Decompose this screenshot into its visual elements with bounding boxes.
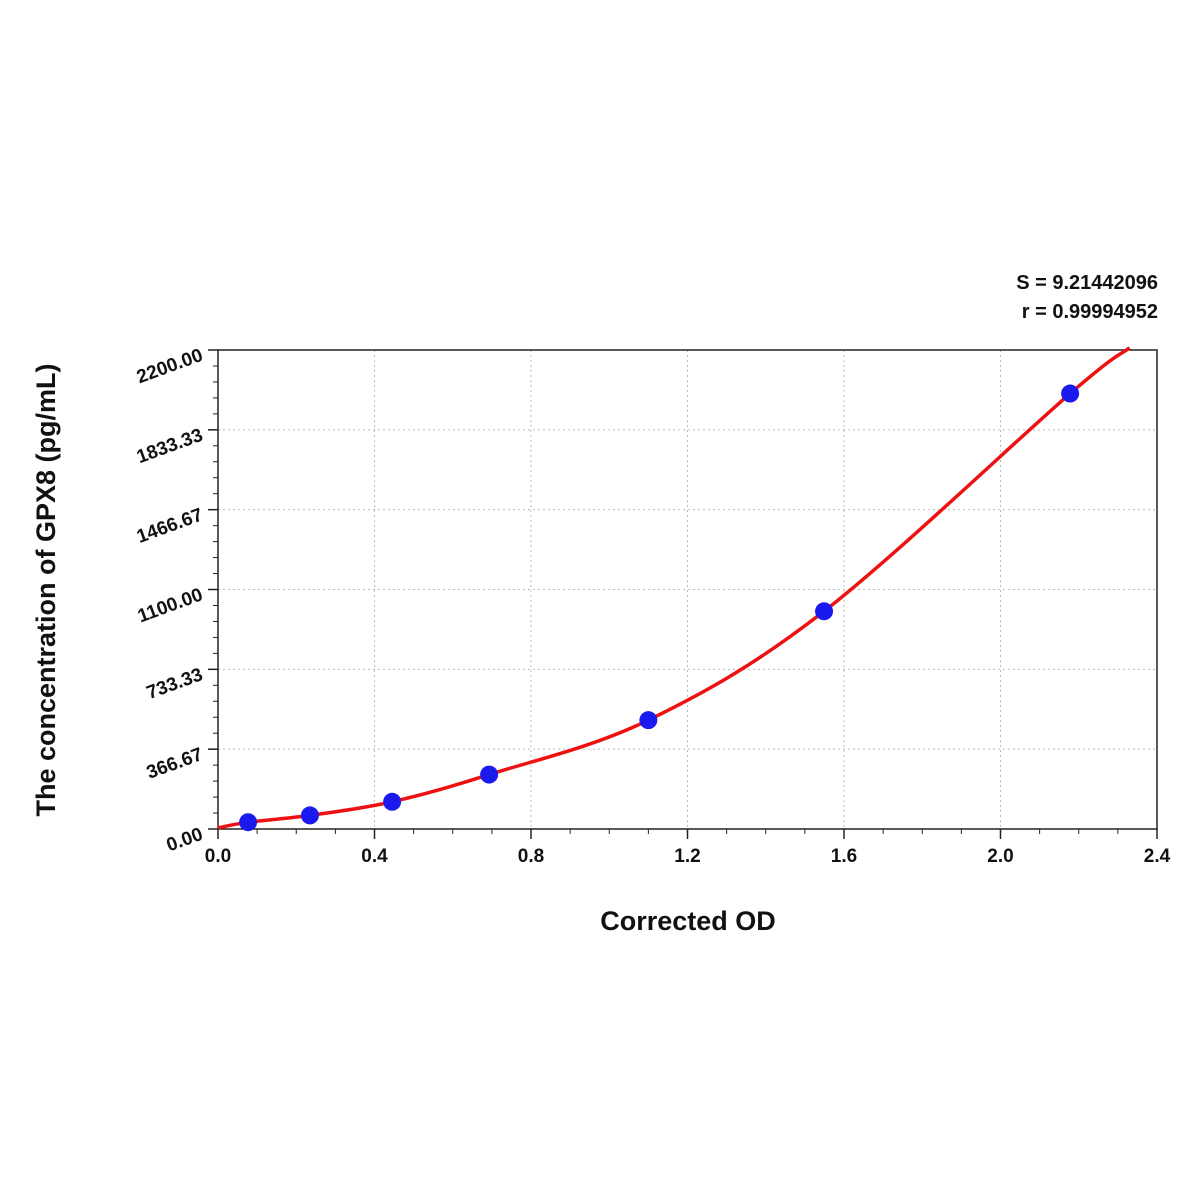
x-tick-label: 0.4 (361, 846, 388, 867)
annotation-r: r = 0.99994952 (1022, 301, 1158, 323)
x-tick-label: 2.4 (1144, 846, 1171, 867)
x-tick-label: 2.0 (987, 846, 1013, 867)
y-tick-label: 1100.00 (135, 584, 206, 627)
x-tick-label: 1.6 (831, 846, 857, 867)
data-point (639, 711, 658, 730)
annotation-s: S = 9.21442096 (1016, 272, 1158, 294)
data-point (300, 806, 319, 825)
data-points (239, 384, 1080, 832)
fit-curve (217, 346, 1131, 830)
y-tick-label: 1833.33 (134, 425, 206, 468)
y-tick-label: 2200.00 (134, 345, 206, 388)
data-point (383, 792, 402, 811)
ticks: 0.0 0.4 0.8 1.2 1.6 2.0 2.4 0.00 366.67 733.33 110… (134, 345, 1171, 867)
data-point (480, 765, 499, 784)
y-tick-label: 0.00 (164, 824, 206, 856)
y-tick-label: 733.33 (144, 664, 206, 704)
grid (218, 350, 1157, 829)
x-tick-label: 1.2 (674, 846, 700, 867)
y-tick-label: 1466.67 (134, 505, 206, 548)
data-point (815, 602, 834, 621)
x-tick-label: 0.8 (518, 846, 544, 867)
x-axis-label: Corrected OD (600, 906, 776, 936)
data-point (1061, 384, 1080, 403)
y-axis-label: The concentration of GPX8 (pg/mL) (31, 363, 61, 816)
data-point (239, 813, 258, 832)
x-tick-label: 0.0 (205, 846, 231, 867)
y-tick-label: 366.67 (144, 744, 206, 784)
